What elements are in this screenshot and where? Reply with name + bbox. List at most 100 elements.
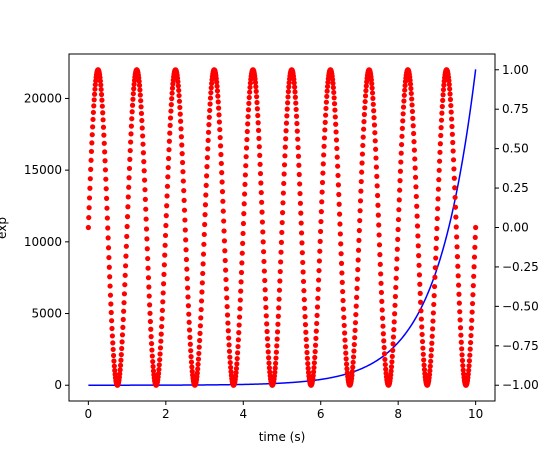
data-point: [149, 347, 155, 353]
data-point: [218, 151, 224, 158]
data-point: [252, 79, 259, 86]
data-point: [457, 325, 464, 331]
data-point: [400, 104, 407, 110]
data-point: [144, 246, 150, 252]
data-point: [222, 248, 228, 254]
data-point: [324, 83, 331, 90]
data-point: [126, 165, 133, 172]
data-point: [402, 87, 408, 93]
data-point: [392, 311, 398, 317]
data-point: [146, 284, 152, 290]
data-point: [107, 283, 113, 289]
data-point: [426, 371, 433, 378]
data-point: [244, 136, 250, 143]
data-point: [159, 316, 165, 322]
data-point: [340, 288, 346, 295]
data-point: [160, 290, 166, 296]
data-point: [434, 215, 440, 222]
data-point: [418, 316, 424, 322]
data-point: [126, 175, 132, 181]
data-point: [337, 221, 343, 227]
data-point: [241, 201, 247, 207]
data-point: [206, 122, 212, 128]
data-point: [414, 213, 420, 219]
data-point: [460, 362, 466, 369]
data-point: [141, 159, 147, 165]
data-point: [170, 81, 176, 87]
data-point: [421, 357, 427, 363]
data-point: [450, 139, 456, 146]
data-point: [376, 242, 383, 248]
data-point: [87, 176, 93, 182]
data-point: [435, 186, 442, 192]
data-point: [206, 114, 212, 120]
data-point: [182, 217, 188, 223]
data-point: [303, 336, 309, 343]
data-point: [159, 307, 166, 314]
data-point: [104, 215, 110, 221]
data-point: [434, 225, 440, 232]
data-point: [411, 130, 417, 137]
data-point: [138, 110, 145, 117]
data-point: [276, 296, 282, 302]
data-point: [351, 341, 357, 348]
data-point: [431, 301, 437, 308]
data-point: [239, 260, 245, 266]
data-point: [274, 336, 280, 342]
data-point: [109, 333, 115, 339]
data-point: [162, 232, 169, 239]
data-point: [235, 343, 241, 350]
data-point: [274, 329, 281, 335]
data-point: [458, 339, 464, 345]
data-point: [122, 263, 129, 269]
data-point: [414, 203, 420, 209]
data-point: [440, 97, 446, 103]
data-point: [200, 270, 206, 277]
data-point: [197, 337, 203, 344]
data-point: [455, 273, 461, 279]
data-point: [394, 246, 400, 252]
data-point: [395, 236, 401, 242]
data-point: [272, 369, 278, 375]
data-point: [223, 267, 229, 273]
data-point: [262, 277, 268, 284]
data-point: [253, 84, 259, 90]
data-point: [321, 135, 328, 141]
data-point: [110, 340, 116, 346]
y-right-tick-label: −1.00: [502, 378, 539, 392]
data-point: [359, 160, 365, 166]
data-point: [104, 205, 110, 211]
data-point: [362, 98, 368, 105]
data-point: [262, 287, 268, 293]
series-layer: [85, 67, 479, 388]
data-point: [158, 338, 164, 344]
data-point: [102, 158, 108, 164]
data-point: [415, 233, 421, 239]
data-point: [339, 270, 345, 276]
data-point: [447, 96, 454, 103]
data-point: [312, 342, 319, 348]
data-point: [148, 326, 154, 332]
data-point: [282, 144, 288, 150]
data-point: [349, 372, 355, 378]
data-point: [323, 105, 329, 112]
data-point: [471, 264, 477, 270]
data-point: [263, 304, 269, 311]
data-point: [417, 299, 424, 305]
data-point: [243, 145, 250, 151]
data-point: [452, 204, 459, 210]
data-point: [399, 133, 405, 139]
data-point: [166, 147, 172, 153]
data-point: [196, 344, 202, 350]
data-point: [110, 346, 116, 353]
data-point: [218, 160, 224, 167]
data-point: [408, 90, 414, 97]
data-point: [376, 232, 382, 238]
data-point: [272, 365, 278, 371]
data-point: [393, 284, 399, 291]
data-point: [412, 165, 418, 171]
data-point: [407, 81, 414, 87]
data-point: [337, 231, 343, 237]
y-left-tick-label: 10000: [24, 235, 62, 249]
data-point: [88, 148, 95, 155]
